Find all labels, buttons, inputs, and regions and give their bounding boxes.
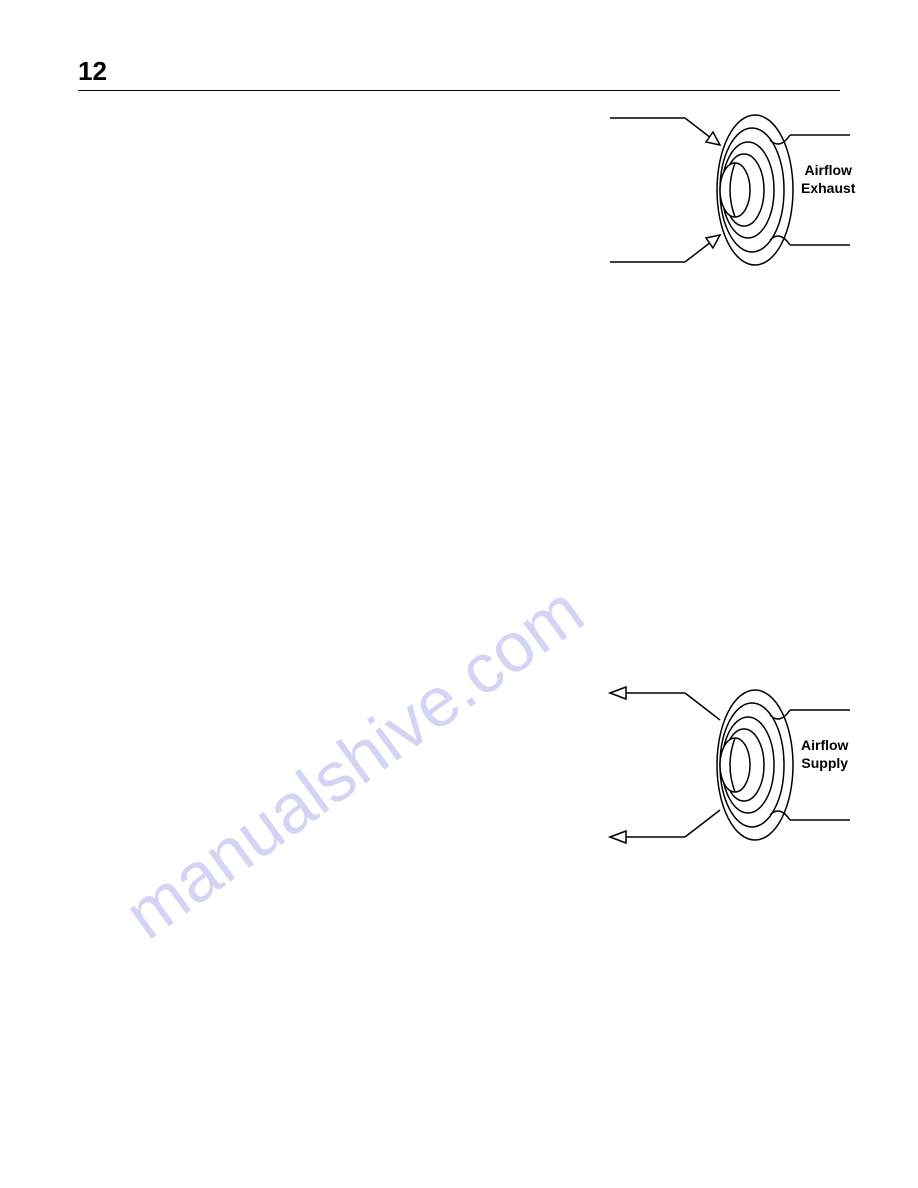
label-line2: Exhaust bbox=[801, 180, 855, 196]
label-line1: Airflow bbox=[805, 162, 852, 178]
label-line2: Supply bbox=[801, 755, 848, 771]
header-rule bbox=[78, 90, 840, 91]
label-airflow-supply: Airflow Supply bbox=[801, 736, 848, 772]
label-airflow-exhaust: Airflow Exhaust bbox=[801, 161, 855, 197]
label-line1: Airflow bbox=[801, 737, 848, 753]
page-number: 12 bbox=[78, 56, 107, 87]
